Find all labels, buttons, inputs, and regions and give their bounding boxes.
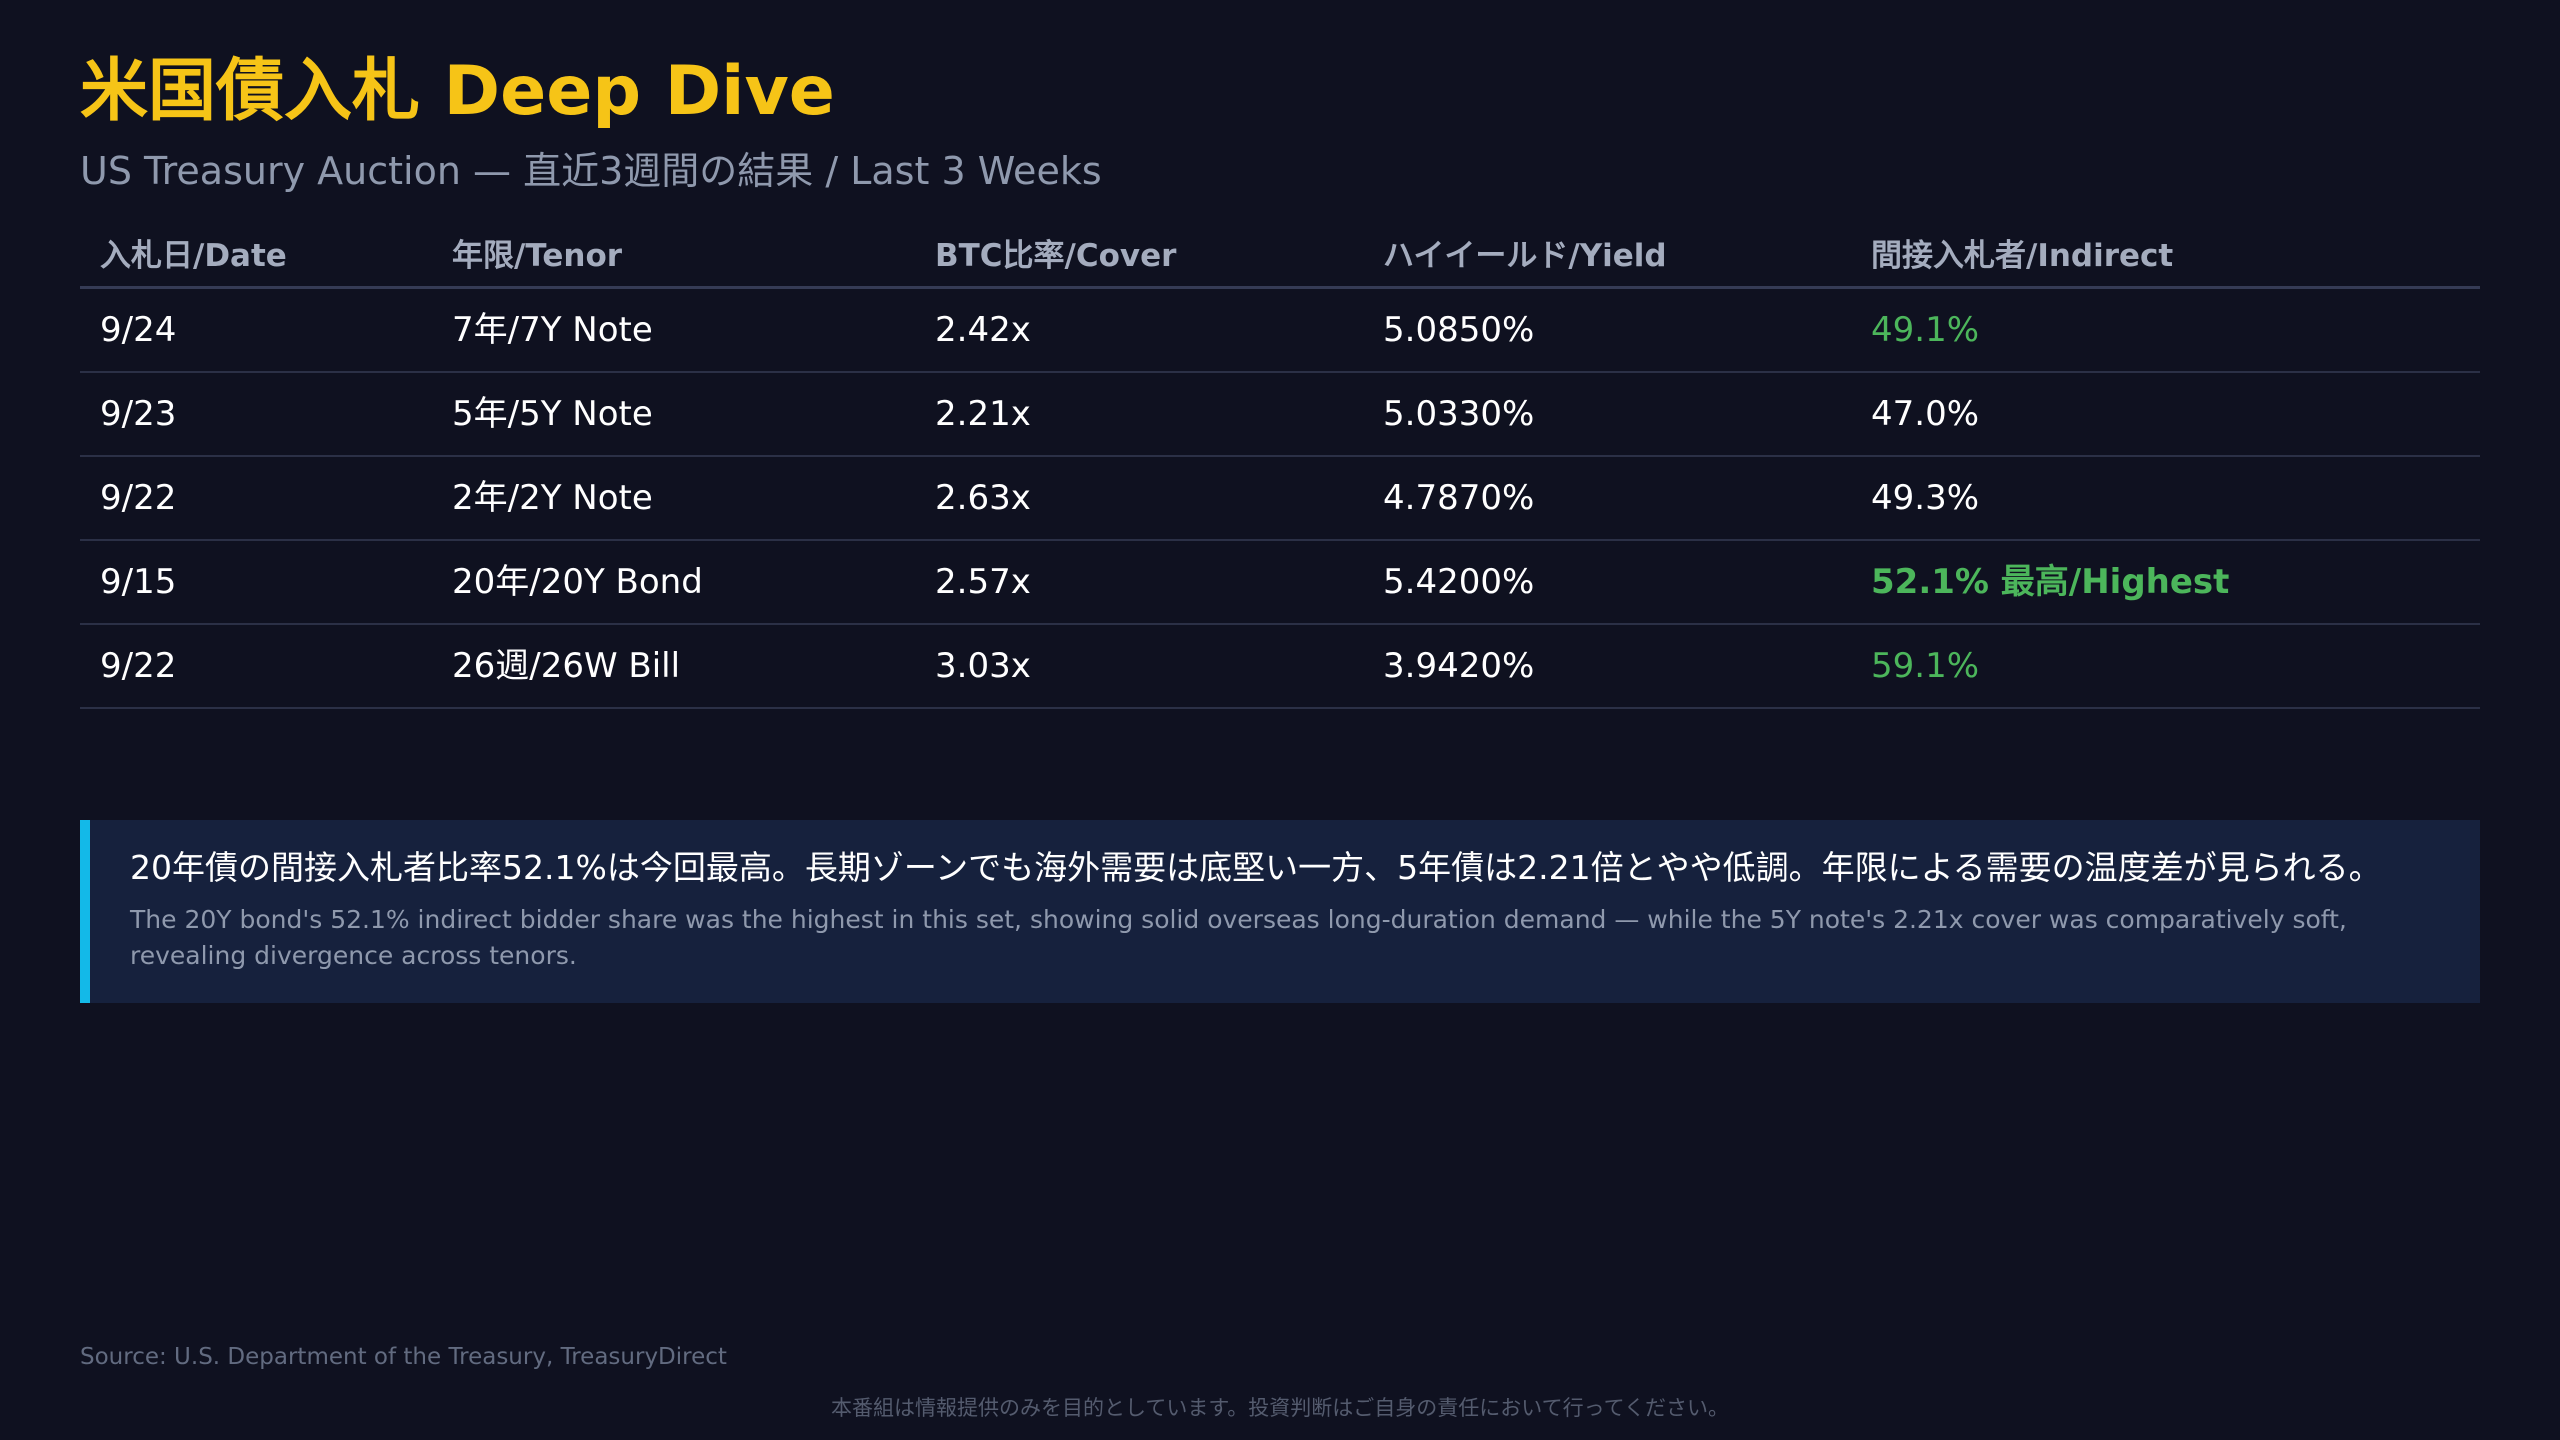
auction-table: 入札日/Date 年限/Tenor BTC比率/Cover ハイイールド/Yie… [80,226,2480,709]
tenor-cell: 26週/26W Bill [452,646,681,686]
table-row: 9/24 7年/7Y Note 2.42x 5.0850% 49.1% [80,289,2480,373]
date-cell: 9/15 [100,562,177,602]
cover-cell: 2.42x [935,310,1031,350]
tenor-cell: 2年/2Y Note [452,478,653,518]
insight-callout: 20年債の間接入札者比率52.1%は今回最高。長期ゾーンでも海外需要は底堅い一方… [80,820,2480,1003]
table-row: 9/15 20年/20Y Bond 2.57x 5.4200% 52.1% 最高… [80,541,2480,625]
date-cell: 9/24 [100,310,177,350]
column-header-yield: ハイイールド/Yield [1383,238,1667,274]
table-row: 9/22 26週/26W Bill 3.03x 3.9420% 59.1% [80,625,2480,709]
date-cell: 9/23 [100,394,177,434]
date-cell: 9/22 [100,646,177,686]
insight-sub-text: The 20Y bond's 52.1% indirect bidder sha… [130,905,2347,970]
source-note: Source: U.S. Department of the Treasury,… [80,1344,727,1370]
yield-cell: 5.0850% [1383,310,1535,350]
column-header-date: 入札日/Date [100,238,287,274]
yield-cell: 5.4200% [1383,562,1535,602]
page-title: 米国債入札 Deep Dive [80,52,835,131]
cover-cell: 3.03x [935,646,1031,686]
indirect-cell-highest: 52.1% 最高/Highest [1871,562,2230,602]
insight-main-text: 20年債の間接入札者比率52.1%は今回最高。長期ゾーンでも海外需要は底堅い一方… [130,848,2382,887]
disclaimer: 本番組は情報提供のみを目的としています。投資判断はご自身の責任において行ってくだ… [831,1396,1729,1420]
cover-cell: 2.21x [935,394,1031,434]
tenor-cell: 20年/20Y Bond [452,562,703,602]
column-header-indirect: 間接入札者/Indirect [1871,238,2174,274]
indirect-cell: 59.1% [1871,646,1980,686]
yield-cell: 3.9420% [1383,646,1535,686]
cover-cell: 2.63x [935,478,1031,518]
indirect-cell: 49.1% [1871,310,1980,350]
indirect-cell: 49.3% [1871,478,1980,518]
cover-cell: 2.57x [935,562,1031,602]
table-header-row: 入札日/Date 年限/Tenor BTC比率/Cover ハイイールド/Yie… [80,226,2480,289]
column-header-tenor: 年限/Tenor [452,238,623,274]
indirect-cell: 47.0% [1871,394,1980,434]
column-header-cover: BTC比率/Cover [935,238,1177,274]
date-cell: 9/22 [100,478,177,518]
tenor-cell: 7年/7Y Note [452,310,653,350]
page-subtitle: US Treasury Auction — 直近3週間の結果 / Last 3 … [80,149,1102,193]
yield-cell: 4.7870% [1383,478,1535,518]
table-row: 9/22 2年/2Y Note 2.63x 4.7870% 49.3% [80,457,2480,541]
tenor-cell: 5年/5Y Note [452,394,653,434]
yield-cell: 5.0330% [1383,394,1535,434]
table-row: 9/23 5年/5Y Note 2.21x 5.0330% 47.0% [80,373,2480,457]
